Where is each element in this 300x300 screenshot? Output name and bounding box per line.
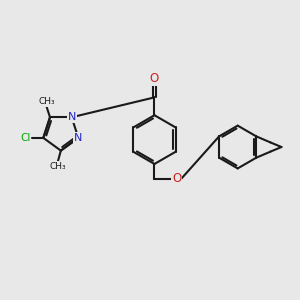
Text: N: N	[68, 112, 76, 122]
Text: CH₃: CH₃	[38, 97, 55, 106]
Text: O: O	[150, 73, 159, 85]
Text: O: O	[172, 172, 182, 185]
Text: CH₃: CH₃	[50, 162, 66, 171]
Text: Cl: Cl	[20, 133, 31, 143]
Text: N: N	[74, 133, 82, 143]
